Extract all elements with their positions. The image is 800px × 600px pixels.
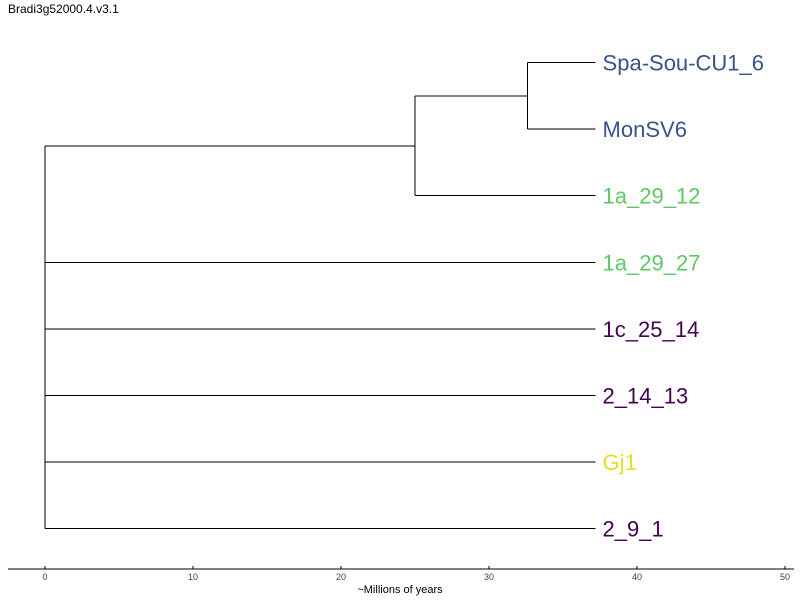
leaf-label: 2_9_1 xyxy=(603,517,664,542)
leaf-label: 1a_29_12 xyxy=(603,184,701,209)
leaf-label: Spa-Sou-CU1_6 xyxy=(603,51,764,76)
tick-label: 50 xyxy=(780,572,790,582)
leaf-labels: Spa-Sou-CU1_6 MonSV6 1a_29_12 1a_29_27 1c_25… xyxy=(603,51,764,542)
tick-label: 40 xyxy=(632,572,642,582)
tick-label: 30 xyxy=(484,572,494,582)
time-axis: 0 10 20 30 40 50 ~Millions of years xyxy=(8,566,794,596)
tick-label: 10 xyxy=(188,572,198,582)
leaf-label: 1a_29_27 xyxy=(603,250,701,275)
leaf-label: MonSV6 xyxy=(603,117,687,142)
axis-title: ~Millions of years xyxy=(357,584,443,596)
tree-branches xyxy=(44,62,596,530)
tick-label: 20 xyxy=(336,572,346,582)
leaf-label: Gj1 xyxy=(603,450,637,475)
tree-title: Bradi3g52000.4.v3.1 xyxy=(8,2,119,16)
leaf-label: 2_14_13 xyxy=(603,384,689,409)
leaf-label: 1c_25_14 xyxy=(603,317,700,342)
tick-label: 0 xyxy=(42,572,47,582)
